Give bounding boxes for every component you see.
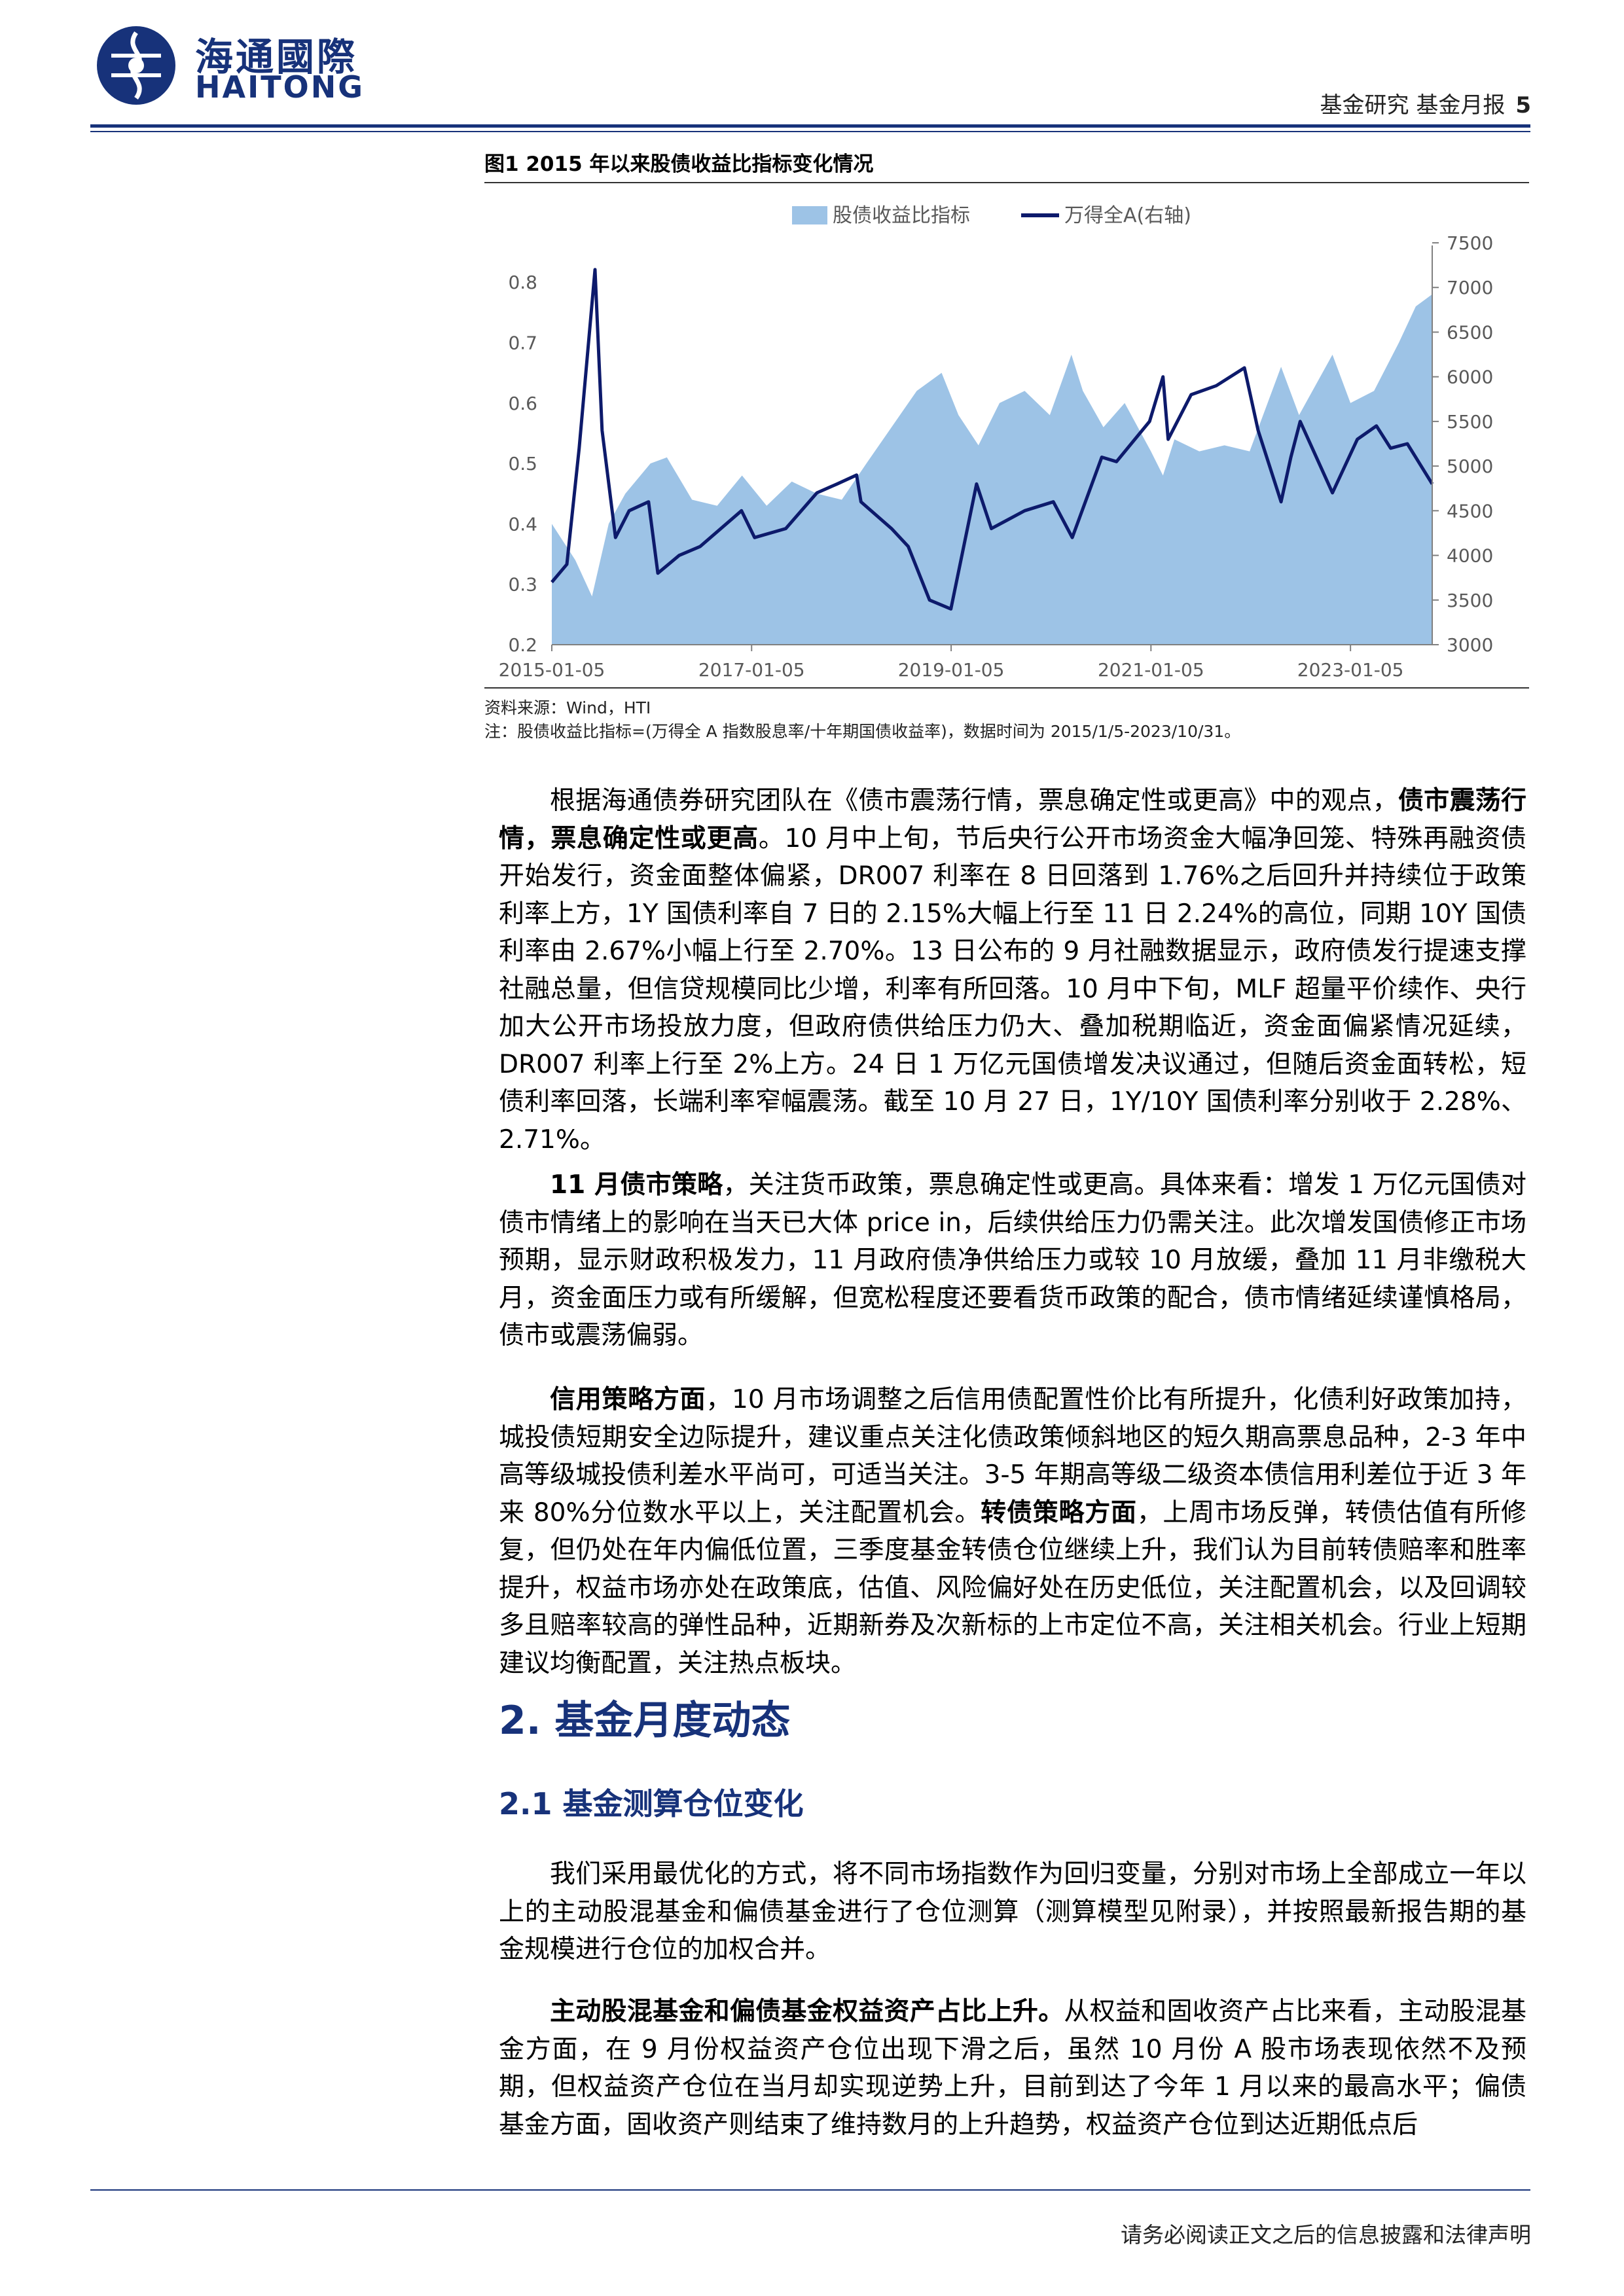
paragraph-bond-market: 根据海通债券研究团队在《债市震荡行情，票息确定性或更高》中的观点，债市震荡行情，… (499, 782, 1526, 1158)
footer-disclaimer: 请务必阅读正文之后的信息披露和法律声明 (1121, 2222, 1531, 2248)
x-tick-label: 2021-01-05 (1098, 659, 1204, 681)
y-right-tick-label: 7500 (1447, 232, 1493, 254)
y-right-tick-label: 5500 (1447, 411, 1493, 433)
y-left-tick-label: 0.7 (508, 332, 537, 353)
chart: 股债收益比指标 万得全A(右轴) 2015-01-05 2017-01-05 2019… (499, 204, 1494, 681)
y-left-tick-label: 0.5 (508, 453, 537, 475)
paragraph-bond-strategy: 11 月债市策略，关注货币政策，票息确定性或更高。具体来看：增发 1 万亿元国债… (499, 1166, 1526, 1355)
paragraph-text: ，上周市场反弹，转债估值有所修复，但仍处在年内偏低位置，三季度基金转债仓位继续上… (499, 1498, 1526, 1678)
header-divider-thin (90, 131, 1530, 132)
y-left-tick-label: 0.3 (508, 574, 537, 596)
subsection-heading: 2.1 基金测算仓位变化 (499, 1786, 804, 1821)
y-right-tick-label: 4500 (1447, 500, 1493, 522)
header-section-label: 基金研究 基金月报 (1320, 92, 1506, 118)
paragraph-text: ，关注货币政策，票息确定性或更高。具体来看：增发 1 万亿元国债对债市情绪上的影… (499, 1170, 1526, 1350)
paragraph-text: ，10 月市场调整之后信用债配置性价比有所提升，化债利好政策加持，城投债短期安全… (499, 1385, 1526, 1528)
figure-top-rule (484, 182, 1529, 183)
paragraph-bold: 11 月债市策略 (550, 1170, 723, 1200)
y-right-tick-label: 5000 (1447, 456, 1493, 477)
y-left-tick-label: 0.4 (508, 513, 537, 535)
paragraph-bold: 信用策略方面 (550, 1385, 706, 1414)
figure-source: 资料来源：Wind，HTI (484, 698, 651, 717)
header-divider (90, 124, 1530, 128)
x-tick-label: 2019-01-05 (898, 659, 1005, 681)
y-left-tick-label: 0.2 (508, 634, 537, 656)
figure-note: 注：股债收益比指标=(万得全 A 指数股息率/十年期国债收益率)，数据时间为 2… (484, 722, 1241, 741)
series-line-wind-all-a (550, 268, 1434, 611)
legend-swatch-area (792, 206, 827, 224)
paragraph-text: 从权益和固收资产占比来看，主动股混基金方面，在 9 月份权益资产仓位出现下滑之后… (499, 1997, 1526, 2140)
x-tick-label: 2017-01-05 (698, 659, 805, 681)
paragraph-credit-strategy: 信用策略方面，10 月市场调整之后信用债配置性价比有所提升，化债利好政策加持，城… (499, 1381, 1526, 1682)
chart-axes: 2015-01-05 2017-01-05 2019-01-05 2021-01-05… (499, 232, 1494, 681)
paragraph-bold: 主动股混基金和偏债基金权益资产占比上升。 (550, 1997, 1064, 2026)
y-right-tick-label: 7000 (1447, 277, 1493, 298)
paragraph-equity-share: 主动股混基金和偏债基金权益资产占比上升。从权益和固收资产占比来看，主动股混基金方… (499, 1993, 1526, 2144)
legend-label-area: 股债收益比指标 (833, 204, 970, 227)
paragraph-text: 。10 月中上旬，节后央行公开市场资金大幅净回笼、特殊再融资债开始发行，资金面整… (499, 823, 1526, 1155)
paragraph-position-method: 我们采用最优化的方式，将不同市场指数作为回归变量，分别对市场上全部成立一年以上的… (499, 1859, 1526, 1964)
page-number: 5 (1515, 92, 1531, 118)
y-left-tick-label: 0.8 (508, 272, 537, 293)
header-section: 基金研究 基金月报 5 (1320, 87, 1531, 119)
legend-label-line: 万得全A(右轴) (1064, 204, 1191, 227)
paragraph-bold: 债市震荡行情，票息确定性或更高 (499, 786, 1526, 853)
x-tick-label: 2015-01-05 (499, 659, 605, 681)
footer-divider (90, 2189, 1530, 2191)
haitong-logo (97, 26, 175, 105)
paragraph-bold: 转债策略方面 (981, 1498, 1137, 1528)
y-right-tick-label: 4000 (1447, 545, 1493, 567)
figure-title: 图1 2015 年以来股债收益比指标变化情况 (484, 152, 874, 176)
series-area-stock-bond-ratio (552, 294, 1432, 645)
y-right-tick-label: 3000 (1447, 634, 1493, 656)
brand-name-en: HAITONG (195, 69, 365, 105)
chart-plot-area (550, 268, 1434, 645)
brand-name-cn: 海通國際 (195, 35, 358, 79)
section-heading: 2. 基金月度动态 (499, 1698, 791, 1744)
chart-legend: 股债收益比指标 万得全A(右轴) (792, 204, 1191, 227)
y-left-tick-label: 0.6 (508, 393, 537, 414)
figure-bottom-rule (484, 687, 1529, 689)
paragraph-text: 根据海通债券研究团队在《债市震荡行情，票息确定性或更高》中的观点， (550, 786, 1398, 816)
y-right-tick-label: 6000 (1447, 367, 1493, 388)
y-right-tick-label: 3500 (1447, 590, 1493, 611)
y-right-tick-label: 6500 (1447, 321, 1493, 343)
x-tick-label: 2023-01-05 (1297, 659, 1404, 681)
